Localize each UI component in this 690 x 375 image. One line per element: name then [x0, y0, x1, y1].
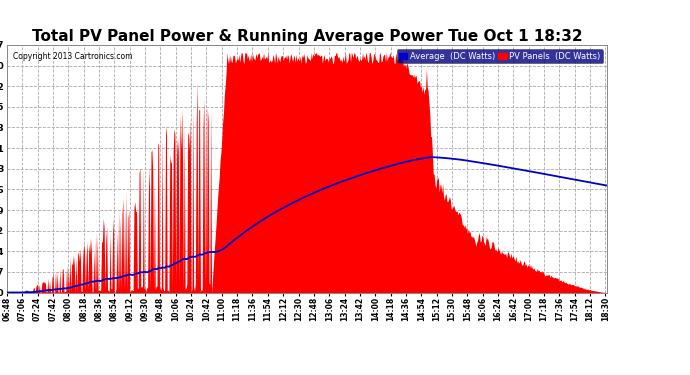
Title: Total PV Panel Power & Running Average Power Tue Oct 1 18:32: Total PV Panel Power & Running Average P…: [32, 29, 582, 44]
Legend: Average  (DC Watts), PV Panels  (DC Watts): Average (DC Watts), PV Panels (DC Watts): [397, 49, 603, 63]
Text: Copyright 2013 Cartronics.com: Copyright 2013 Cartronics.com: [13, 53, 132, 62]
